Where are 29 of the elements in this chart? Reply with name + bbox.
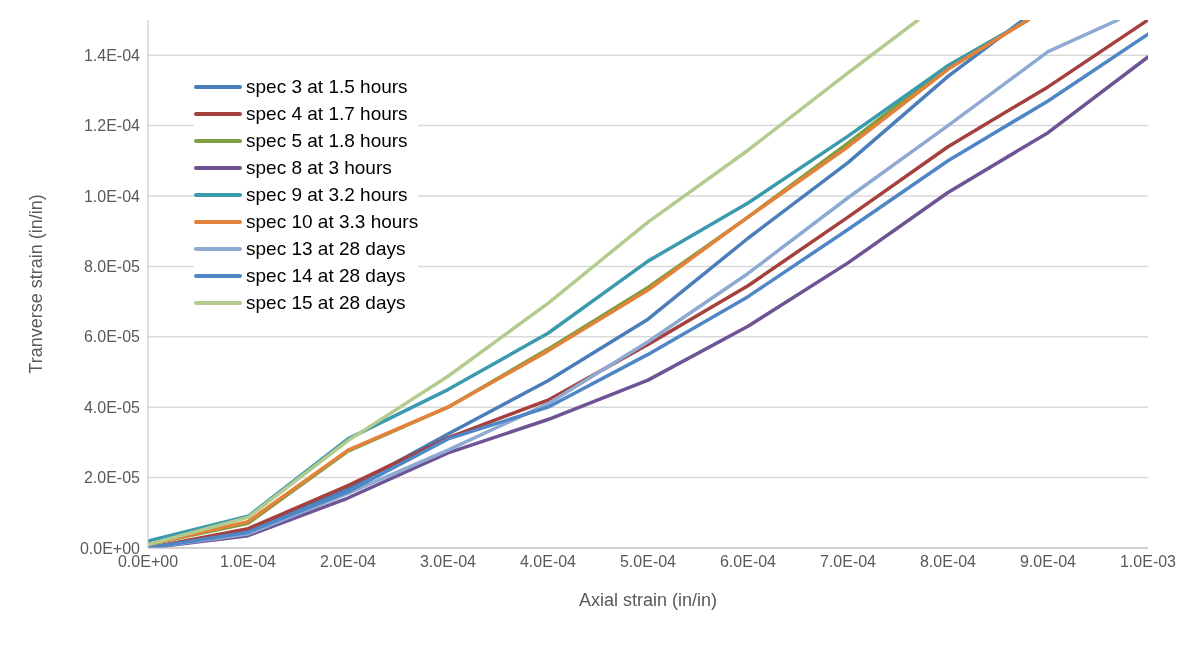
y-axis-title: Tranverse strain (in/in)	[26, 194, 47, 374]
y-tick-label: 1.0E-04	[83, 187, 141, 205]
x-tick-label: 7.0E-04	[819, 553, 877, 571]
y-tick-label: 6.0E-05	[83, 328, 141, 346]
x-axis-title: Axial strain (in/in)	[578, 590, 718, 610]
legend-label: spec 10 at 3.3 hours	[246, 210, 419, 233]
y-tick-label: 2.0E-05	[83, 469, 141, 487]
x-tick-label: 2.0E-04	[319, 553, 377, 571]
legend-label: spec 13 at 28 days	[246, 237, 406, 260]
x-tick-label: 3.0E-04	[419, 553, 477, 571]
legend-label: spec 9 at 3.2 hours	[246, 183, 408, 206]
legend-label: spec 4 at 1.7 hours	[246, 102, 408, 125]
y-tick-label: 4.0E-05	[83, 398, 141, 416]
x-tick-label: 1.0E-04	[219, 553, 277, 571]
legend-label: spec 14 at 28 days	[246, 264, 406, 287]
legend-label: spec 5 at 1.8 hours	[246, 129, 408, 152]
legend-label: spec 15 at 28 days	[246, 291, 406, 314]
y-tick-label: 1.4E-04	[83, 46, 141, 64]
y-tick-label: 1.2E-04	[83, 117, 141, 135]
legend-label: spec 8 at 3 hours	[246, 156, 392, 179]
x-tick-label: 5.0E-04	[619, 553, 677, 571]
x-tick-label: 0.0E+00	[117, 553, 179, 571]
x-tick-label: 6.0E-04	[719, 553, 777, 571]
y-tick-label: 8.0E-05	[83, 258, 141, 276]
x-tick-label: 9.0E-04	[1019, 553, 1077, 571]
x-tick-label: 8.0E-04	[919, 553, 977, 571]
x-tick-label: 4.0E-04	[519, 553, 577, 571]
x-tick-label: 1.0E-03	[1119, 553, 1177, 571]
legend-label: spec 3 at 1.5 hours	[246, 75, 408, 98]
